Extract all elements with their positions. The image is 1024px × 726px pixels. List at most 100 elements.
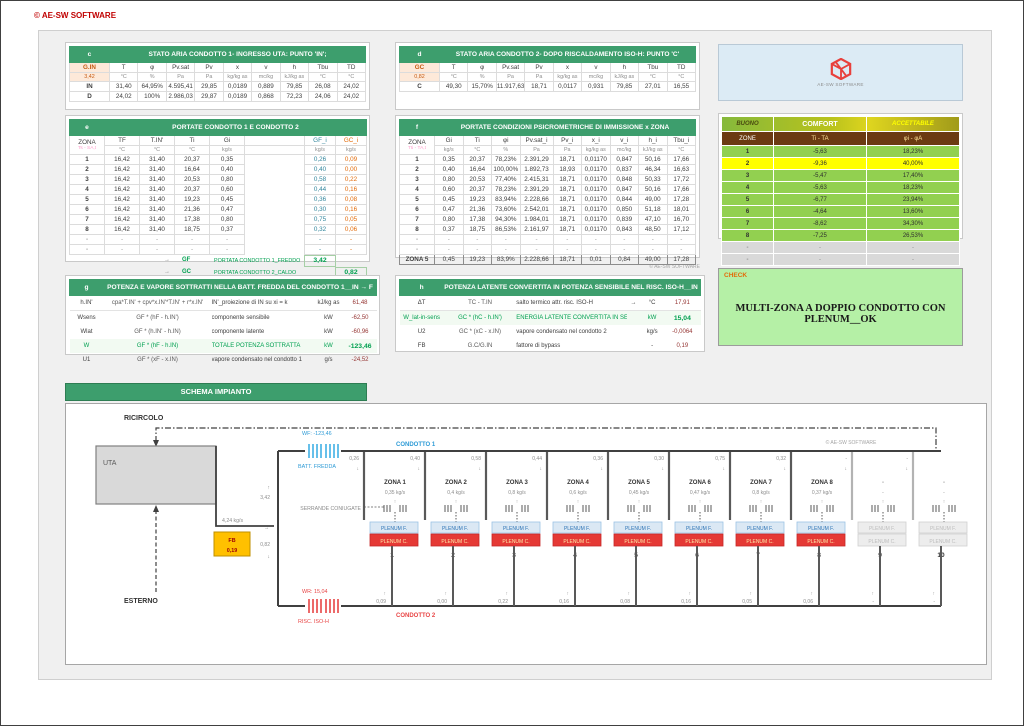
cell: - <box>666 234 696 245</box>
cell: componente latente <box>211 329 265 335</box>
cell: 7 <box>69 214 105 225</box>
cell: 20,53 <box>462 174 492 185</box>
table-row: 8 0,37 18,75 86,53% 2.161,97 18,71 0,01170 0,84… <box>399 224 696 235</box>
zone-gc-value: 0,09 <box>376 599 386 605</box>
cell: 0,22 <box>335 174 367 185</box>
app-copyright: © AE-SW SOFTWARE <box>34 11 117 20</box>
gc-code: GC <box>182 269 191 275</box>
cell: 0,45 <box>434 254 464 265</box>
table-row: 8 -7,25 26,53% <box>721 229 960 242</box>
zone-name: - <box>882 480 884 486</box>
plenum-f-box <box>796 521 846 534</box>
cell: 79,85 <box>609 81 640 92</box>
zone-name: - <box>943 480 945 486</box>
cell: 20,37 <box>462 184 492 195</box>
plenum-f-label: PLENUM F. <box>930 526 956 532</box>
table-row: --- <box>721 253 960 266</box>
zone-group: -↓--↑PLENUM F.PLENUM C.9↑- <box>845 452 907 606</box>
cell: 16,42 <box>104 164 140 175</box>
plenum-c-label: PLENUM C. <box>563 539 590 545</box>
condizioni-psicrometriche-table: f PORTATE CONDIZIONI PSICROMETRICHE DI I… <box>399 119 696 265</box>
arrow-down-icon: ↓ <box>601 466 604 472</box>
cell <box>244 164 305 175</box>
cell: Pa <box>519 145 554 155</box>
cell: kJ/kg as <box>313 295 344 311</box>
cell: 15,04 <box>664 310 701 325</box>
cell: TF <box>104 135 140 146</box>
ricircolo-label: RICIRCOLO <box>124 415 164 422</box>
cell: 0,26 <box>304 154 336 165</box>
cell: °C <box>108 72 139 82</box>
arrow-down-icon: ↓ <box>662 466 665 472</box>
cell: - <box>304 244 336 255</box>
cell: 24,02 <box>108 91 139 102</box>
cell: 2 <box>721 157 774 170</box>
cell: 49,00 <box>638 254 668 265</box>
cell: mc/kg <box>581 72 611 82</box>
cell: G.C/G.IN <box>467 343 493 349</box>
cell: - <box>139 234 175 245</box>
arrow-up-icon: ↑ <box>516 499 519 505</box>
plenum-c-box <box>491 533 541 547</box>
cell: kJ/kg as <box>609 72 640 82</box>
cell: 0,0189 <box>222 91 253 102</box>
cell: - <box>174 234 210 245</box>
plenum-c-label: PLENUM C. <box>868 539 895 545</box>
flow-label: GC <box>399 62 440 73</box>
plenum-f-label: PLENUM F. <box>686 526 712 532</box>
cell: 20,53 <box>174 174 210 185</box>
cell: 78,23% <box>491 184 521 195</box>
zone-gi-value: - <box>882 490 884 496</box>
schema-title-bar: SCHEMA IMPIANTO <box>65 383 367 401</box>
arrow-up-icon: ↑ <box>628 591 631 597</box>
cell: - <box>69 234 105 245</box>
arrow-up-icon: ↑ <box>455 499 458 505</box>
cell: - <box>721 241 774 254</box>
zone-gf-value: 0,30 <box>654 456 664 462</box>
cell: 0,40 <box>434 164 464 175</box>
zones-group: 0,26↓ZONA 10,35 kg/s↑PLENUM F.PLENUM C.1… <box>349 452 968 606</box>
cell: kg/s <box>646 329 658 335</box>
comfort-label: COMFORT <box>802 120 838 128</box>
plenum-c-label: PLENUM C. <box>624 539 651 545</box>
comfort-header-row: ZONE Ti - TA φi - φA <box>721 131 960 146</box>
cell: 83,9% <box>491 254 521 265</box>
cell: GF * (xF - x.IN) <box>137 357 178 363</box>
cell: TC - T.IN <box>443 295 517 311</box>
wf-label: WF: -123,46 <box>302 431 332 437</box>
cell: 0,01170 <box>581 154 611 165</box>
cell: 1 <box>399 154 435 165</box>
zone-name: ZONA 6 <box>689 480 711 486</box>
arrow-up-icon: ↑ <box>267 485 270 491</box>
cell: 29,85 <box>194 81 224 92</box>
cell: 18,71 <box>552 214 582 225</box>
table-row: 4 -5,63 18,23% <box>721 181 960 194</box>
cell: kW <box>324 329 333 335</box>
arrow-up-icon: ↑ <box>933 591 936 597</box>
zone-gi-value: 0,37 kg/s <box>812 490 833 496</box>
table-g-card: g POTENZA E VAPORE SOTTRATTI NELLA BATT.… <box>65 275 380 363</box>
cell: IN'_proiezione di IN su xi = k <box>211 295 314 311</box>
arrow-up-icon: ↑ <box>577 499 580 505</box>
table-row: 5 16,42 31,40 19,23 0,45 0,36 0,08 <box>69 194 367 205</box>
comfort-table: BUONO COMFORT ACCETTABILE ZONE Ti - TA φ… <box>721 116 960 266</box>
batt-fredda-coil-bg <box>305 442 341 460</box>
risc-isoh-coil <box>308 599 339 613</box>
plenum-c-box <box>552 533 602 547</box>
table-letter: f <box>399 119 435 136</box>
cell: 20,37 <box>174 184 210 195</box>
cell: 18,01 <box>666 204 696 215</box>
zone-gc-value: 0,06 <box>803 599 813 605</box>
cell: U2 <box>417 329 426 335</box>
flow-value: 3,42 <box>69 72 110 82</box>
cell: 11.917,63 <box>495 81 526 92</box>
header-row: ZONA Ts - SA,t TF T.IN' Ti Gi GF_i GC_i <box>69 135 367 155</box>
cell <box>244 174 305 185</box>
table-row: 7 16,42 31,40 17,38 0,80 0,75 0,05 <box>69 214 367 225</box>
table-row: 1 -5,63 18,23% <box>721 145 960 158</box>
cell: h <box>609 62 640 73</box>
cell: 0,30 <box>304 204 336 215</box>
cell: TD <box>666 62 696 73</box>
cell: 4.595,41 <box>165 81 196 92</box>
table-row: 2 -9,36 40,00% <box>721 157 960 170</box>
